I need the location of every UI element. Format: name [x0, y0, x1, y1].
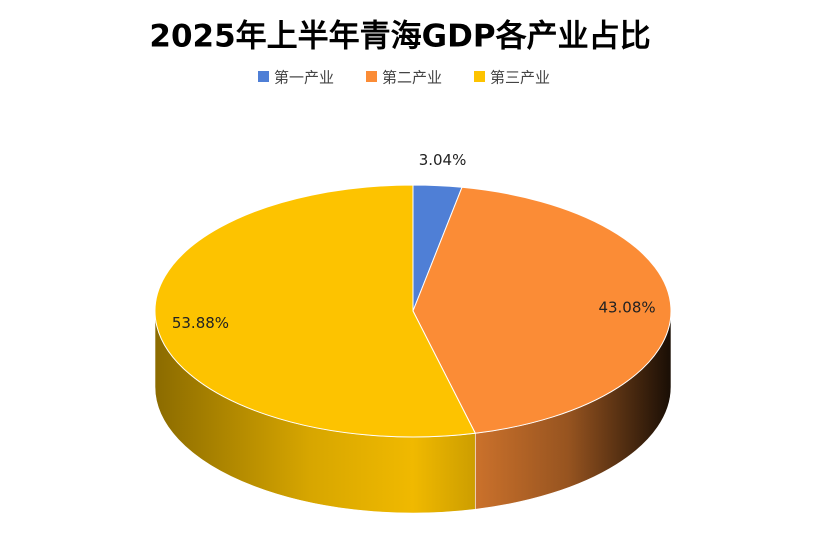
- data-label: 43.08%: [598, 299, 655, 317]
- pie-slice: [412, 186, 672, 434]
- legend-swatch: [474, 71, 485, 82]
- legend-label: 第一产业: [274, 69, 334, 87]
- legend-swatch: [366, 71, 377, 82]
- data-label: 3.04%: [419, 151, 467, 169]
- chart-title: 2025年上半年青海GDP各产业占比: [149, 19, 650, 55]
- legend-label: 第三产业: [490, 69, 550, 87]
- legend-swatch: [258, 71, 269, 82]
- pie-slice: [154, 184, 477, 438]
- legend-label: 第二产业: [382, 69, 442, 87]
- data-label: 53.88%: [172, 314, 229, 332]
